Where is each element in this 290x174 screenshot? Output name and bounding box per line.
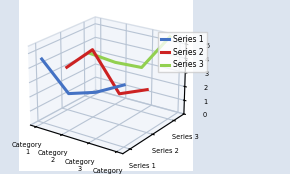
Legend: Series 1, Series 2, Series 3: Series 1, Series 2, Series 3 [158, 32, 207, 72]
